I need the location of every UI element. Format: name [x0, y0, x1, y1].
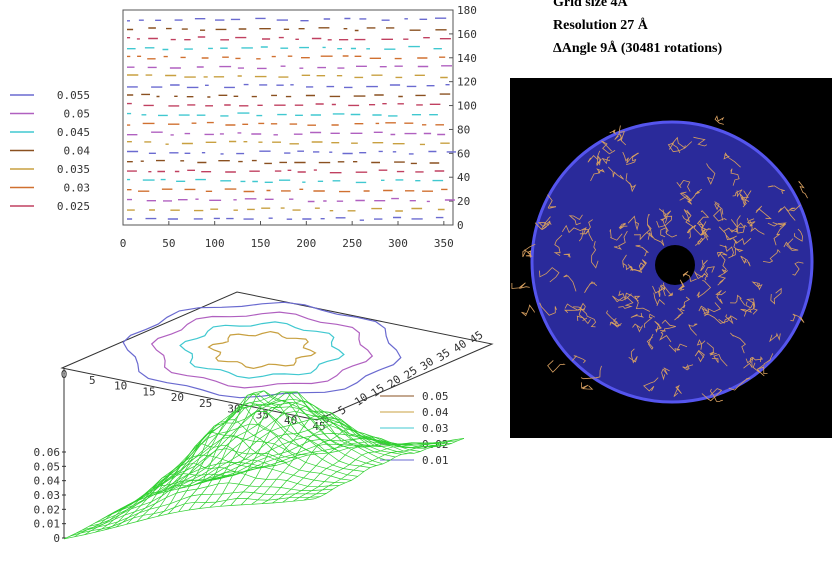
- y-tick-label: 15: [369, 382, 387, 400]
- legend-label: 0.035: [57, 163, 90, 176]
- legend-label: 0.05: [64, 108, 91, 121]
- surface-mesh: [293, 442, 443, 502]
- y-tick-label: 25: [401, 364, 419, 382]
- surface-mesh: [83, 483, 333, 530]
- y-tick-label: 35: [434, 346, 452, 364]
- x-tick-label: 0: [120, 237, 127, 250]
- z-tick-label: 0.02: [34, 503, 61, 516]
- y-tick-label: 40: [451, 337, 469, 355]
- caption-line: Grid size 4Å: [553, 0, 629, 10]
- z-tick-label: 0.03: [34, 489, 61, 502]
- y-tick-label: 140: [457, 52, 477, 65]
- x-tick-label: 25: [199, 397, 212, 410]
- z-tick-label: 0.01: [34, 518, 61, 531]
- legend-label: 0.045: [57, 126, 90, 139]
- legend-label: 0.025: [57, 200, 90, 213]
- x-tick-label: 350: [434, 237, 454, 250]
- z-tick-label: 0: [53, 532, 60, 545]
- surface-mesh: [102, 449, 352, 520]
- x-tick-label: 300: [388, 237, 408, 250]
- y-tick-label: 120: [457, 76, 477, 89]
- caption-line: Resolution 27 Å: [553, 17, 649, 33]
- x-tick-label: 15: [142, 385, 155, 398]
- z-tick-label: 0.04: [34, 475, 61, 488]
- caption-line: ΔAngle 9Å (30481 rotations): [553, 40, 722, 56]
- y-tick-label: 60: [457, 147, 470, 160]
- y-tick-label: 40: [457, 171, 470, 184]
- contour-frame: [123, 10, 453, 225]
- x-tick-label: 20: [171, 391, 184, 404]
- y-tick-label: 30: [418, 355, 436, 373]
- y-tick-label: 20: [385, 373, 403, 391]
- x-tick-label: 250: [342, 237, 362, 250]
- legend-label: 0.03: [422, 422, 449, 435]
- surface-mesh: [283, 443, 433, 503]
- y-tick-label: 180: [457, 4, 477, 17]
- y-tick-label: 160: [457, 28, 477, 41]
- y-tick-label: 5: [336, 403, 349, 417]
- x-tick-label: 200: [296, 237, 316, 250]
- x-tick-label: 50: [162, 237, 175, 250]
- legend-label: 0.05: [422, 390, 449, 403]
- z-tick-label: 0.06: [34, 446, 61, 459]
- x-tick-label: 5: [89, 374, 96, 387]
- surface-mesh: [74, 477, 224, 536]
- figure: Grid size 4Å Resolution 27 Å ΔAngle 9Å (…: [0, 0, 832, 573]
- legend-label: 0.03: [64, 182, 91, 195]
- surface-contour: [209, 332, 316, 369]
- y-tick-label: 0: [457, 219, 464, 232]
- y-tick-label: 10: [352, 390, 370, 408]
- x-tick-label: 150: [251, 237, 271, 250]
- y-tick-label: 80: [457, 123, 470, 136]
- y-tick-label: 45: [467, 328, 485, 346]
- y-tick-label: 100: [457, 100, 477, 113]
- legend-label: 0.055: [57, 89, 90, 102]
- surface-contour: [180, 322, 344, 378]
- y-tick-label: 20: [457, 195, 470, 208]
- x-tick-label: 100: [205, 237, 225, 250]
- surface-mesh: [127, 444, 277, 525]
- z-tick-label: 0.05: [34, 460, 61, 473]
- legend-label: 0.04: [422, 406, 449, 419]
- legend-label: 0.04: [64, 145, 91, 158]
- legend-label: 0.01: [422, 454, 449, 467]
- central-pore: [655, 245, 695, 285]
- x-tick-label: 10: [114, 380, 127, 393]
